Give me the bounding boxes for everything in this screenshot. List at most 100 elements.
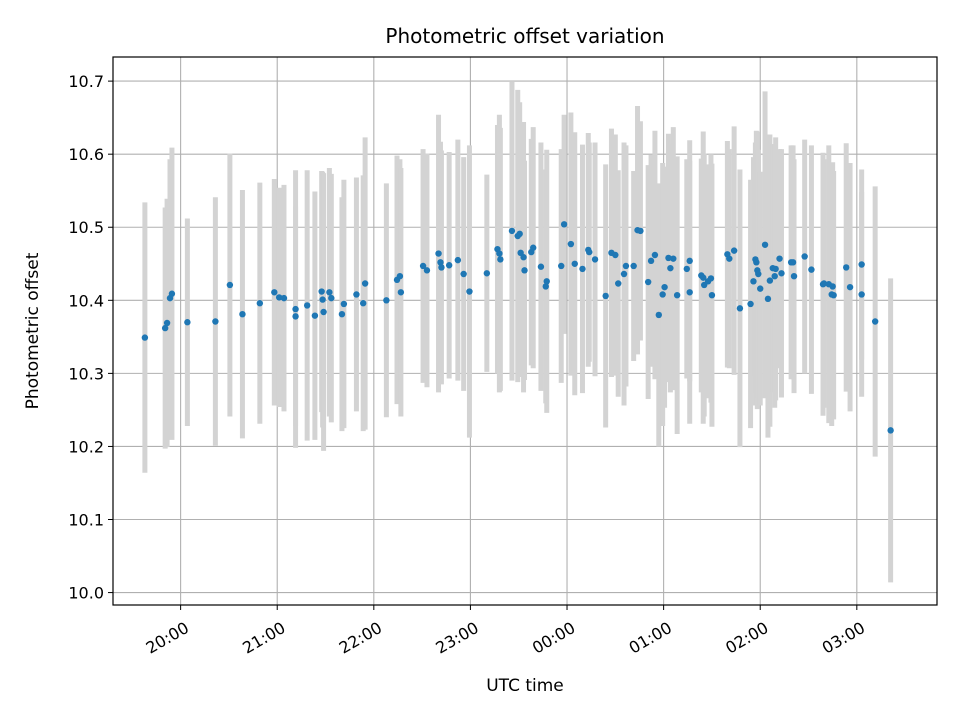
- chart-title: Photometric offset variation: [385, 24, 664, 48]
- data-point: [256, 300, 264, 307]
- data-point: [651, 251, 659, 259]
- data-point: [630, 262, 637, 270]
- data-point: [620, 270, 628, 278]
- data-point: [686, 289, 693, 296]
- data-point: [661, 283, 668, 291]
- data-point: [396, 273, 404, 280]
- data-point: [560, 221, 568, 228]
- data-point: [673, 291, 681, 299]
- data-point: [483, 270, 491, 277]
- data-point: [820, 280, 828, 287]
- data-point: [801, 253, 808, 260]
- data-point: [542, 283, 549, 290]
- data-point: [655, 311, 662, 319]
- data-point: [163, 319, 171, 327]
- data-point: [761, 241, 769, 248]
- data-point: [612, 251, 619, 259]
- data-point: [776, 255, 783, 262]
- data-point: [753, 259, 760, 266]
- data-point: [764, 295, 772, 303]
- data-point: [558, 262, 565, 270]
- x-axis-title: UTC time: [486, 676, 564, 696]
- data-point: [508, 227, 516, 235]
- data-point: [435, 250, 442, 257]
- data-point: [747, 300, 754, 308]
- data-point: [790, 273, 798, 280]
- data-point: [579, 265, 586, 273]
- data-point: [730, 247, 738, 254]
- data-point: [423, 267, 431, 274]
- plot-area-frame: [112, 56, 938, 606]
- data-point: [789, 259, 797, 266]
- data-point: [537, 263, 545, 270]
- data-point: [226, 281, 234, 289]
- data-point: [353, 291, 360, 298]
- data-points: [141, 221, 894, 434]
- data-point: [659, 291, 666, 298]
- data-point: [319, 296, 326, 303]
- data-point: [397, 289, 405, 296]
- data-point: [543, 278, 550, 285]
- data-point: [755, 270, 762, 278]
- y-tick-label: 10.3: [68, 364, 104, 383]
- data-point: [644, 278, 652, 286]
- y-axis-title: Photometric offset: [23, 252, 43, 409]
- data-point: [766, 277, 774, 284]
- data-point: [168, 290, 176, 297]
- y-tick-label: 10.1: [68, 511, 104, 530]
- data-point: [521, 267, 528, 274]
- data-point: [665, 254, 672, 262]
- data-point: [615, 280, 622, 287]
- data-point: [670, 255, 677, 262]
- data-point: [707, 275, 715, 282]
- data-point: [497, 256, 504, 263]
- data-point: [239, 310, 246, 318]
- data-point: [303, 302, 311, 309]
- data-point: [667, 264, 674, 272]
- data-point: [647, 257, 655, 265]
- data-point: [567, 240, 575, 248]
- data-point: [292, 305, 299, 313]
- data-point: [328, 294, 335, 302]
- data-point: [829, 283, 836, 290]
- data-point: [438, 264, 445, 271]
- data-point: [778, 270, 785, 277]
- data-point: [320, 308, 327, 316]
- data-point: [445, 262, 453, 269]
- data-point: [419, 262, 427, 270]
- data-point: [318, 288, 325, 295]
- y-tick-label: 10.7: [68, 72, 104, 91]
- data-point: [275, 294, 283, 301]
- data-point: [726, 255, 733, 262]
- data-point: [772, 265, 779, 273]
- data-point: [842, 264, 850, 271]
- data-point: [771, 273, 778, 280]
- data-point: [683, 265, 691, 273]
- data-point: [591, 256, 599, 263]
- data-point: [516, 230, 523, 238]
- data-point: [858, 291, 865, 298]
- data-point: [586, 248, 593, 256]
- data-point: [184, 319, 191, 326]
- data-point: [383, 297, 390, 304]
- data-point: [292, 313, 299, 320]
- data-point: [808, 266, 815, 273]
- data-point: [571, 260, 578, 267]
- data-point: [887, 427, 894, 434]
- data-point: [637, 227, 644, 235]
- data-point: [454, 256, 462, 264]
- data-point: [858, 261, 865, 268]
- data-point: [338, 310, 346, 318]
- data-point: [460, 270, 467, 278]
- data-point: [602, 292, 609, 300]
- data-point: [437, 259, 444, 266]
- data-point: [212, 318, 219, 325]
- data-point: [736, 305, 744, 312]
- data-point: [871, 318, 879, 325]
- data-point: [496, 250, 503, 257]
- data-point: [311, 312, 319, 319]
- data-point: [361, 280, 369, 287]
- data-point: [830, 291, 837, 299]
